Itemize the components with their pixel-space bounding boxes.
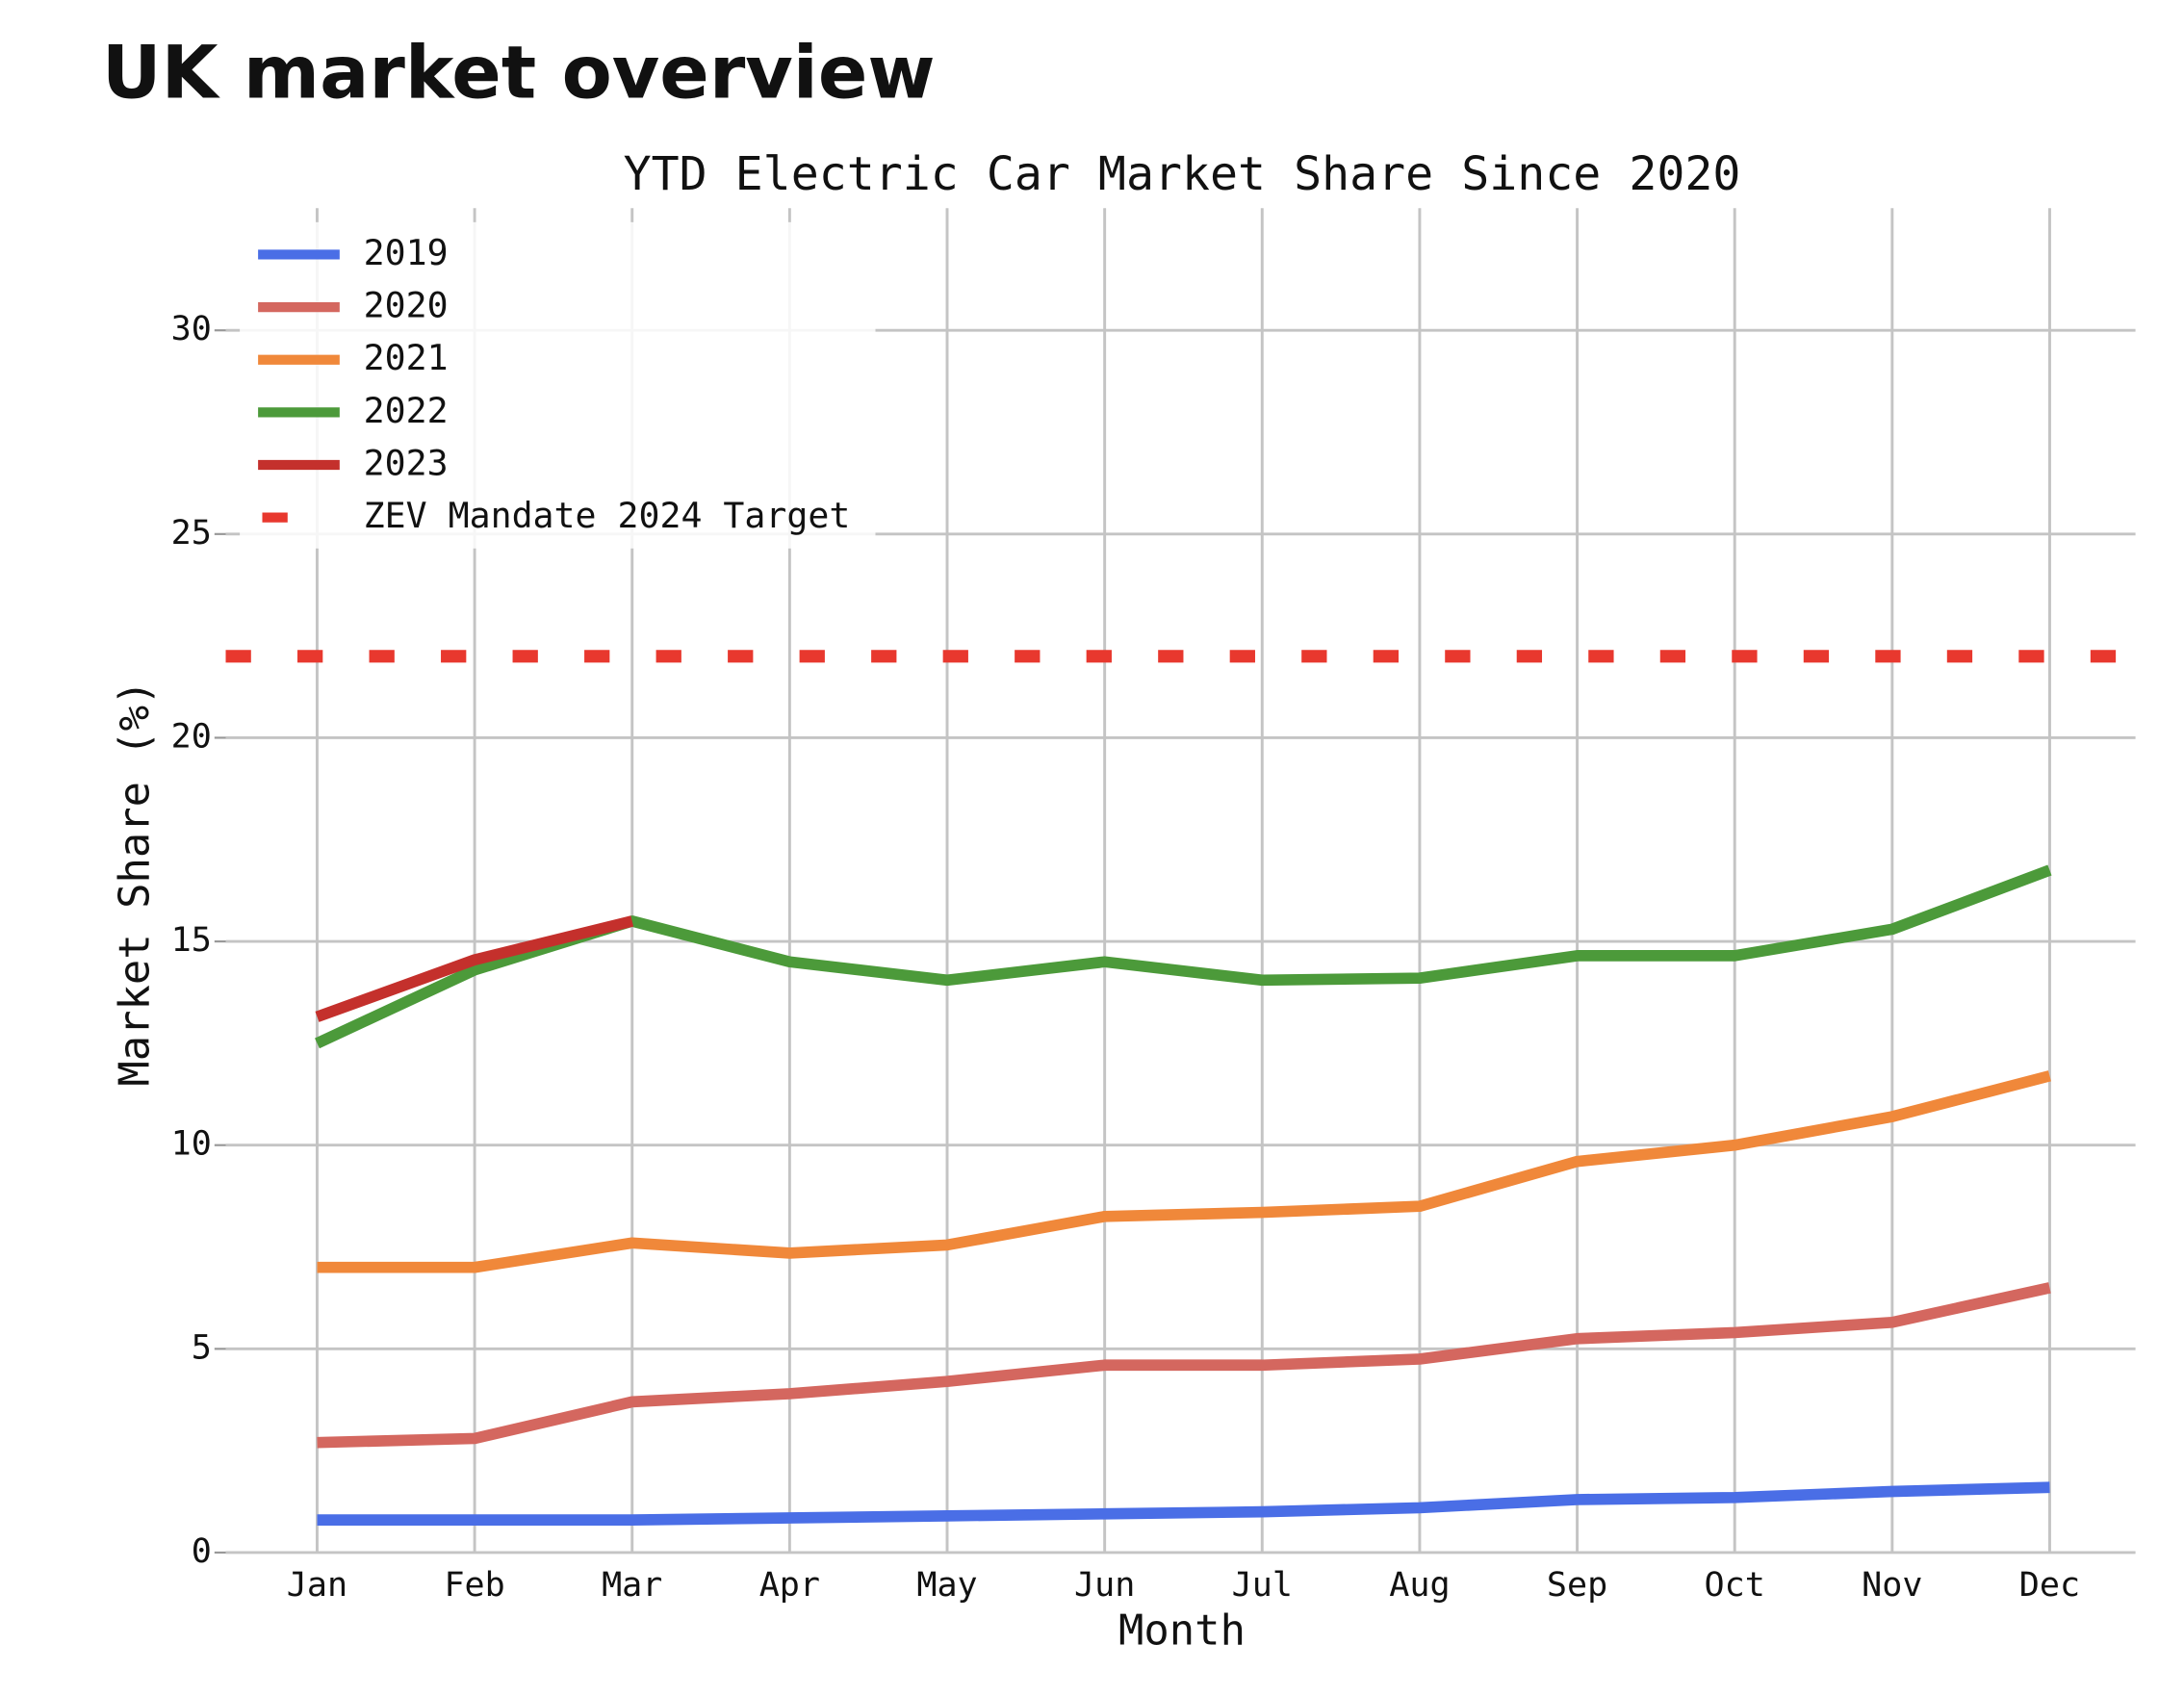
x-tick-label: Aug <box>1389 1565 1450 1605</box>
legend-label: 2020 <box>364 285 449 326</box>
y-tick-label: 5 <box>192 1327 212 1367</box>
series-line <box>315 915 634 1022</box>
x-tick-label: Jul <box>1232 1565 1293 1605</box>
y-tick-label: 20 <box>171 716 212 756</box>
chart-title: YTD Electric Car Market Share Since 2020 <box>624 147 1741 201</box>
series-line <box>317 1481 2050 1526</box>
legend-label: 2021 <box>364 337 449 378</box>
legend-label: 2022 <box>364 390 449 431</box>
series-line <box>317 1282 2051 1449</box>
y-tick-label: 10 <box>171 1124 212 1164</box>
legend-label: 2019 <box>364 232 449 273</box>
series-line <box>315 864 2052 1049</box>
y-tick-label: 0 <box>192 1531 212 1571</box>
y-axis-label: Market Share (%) <box>110 680 159 1086</box>
page-title: UK market overview <box>102 29 936 115</box>
legend-box <box>240 221 876 549</box>
x-tick-label: Mar <box>602 1565 662 1605</box>
y-tick-label: 15 <box>171 920 212 960</box>
x-tick-label: Sep <box>1547 1565 1607 1605</box>
y-tick-label: 30 <box>171 309 212 348</box>
legend-label: ZEV Mandate 2024 Target <box>364 495 851 536</box>
x-tick-label: Jun <box>1074 1565 1135 1605</box>
x-tick-label: Feb <box>444 1565 504 1605</box>
x-tick-label: Apr <box>759 1565 820 1605</box>
series-line <box>317 1070 2051 1273</box>
legend-label: 2023 <box>364 443 449 484</box>
x-tick-label: Oct <box>1705 1565 1765 1605</box>
x-tick-label: Jan <box>287 1565 347 1605</box>
x-tick-label: Dec <box>2019 1565 2080 1605</box>
x-tick-label: Nov <box>1862 1565 1922 1605</box>
y-tick-label: 25 <box>171 513 212 552</box>
x-tick-label: May <box>916 1565 977 1605</box>
x-axis-label: Month <box>1118 1606 1246 1655</box>
